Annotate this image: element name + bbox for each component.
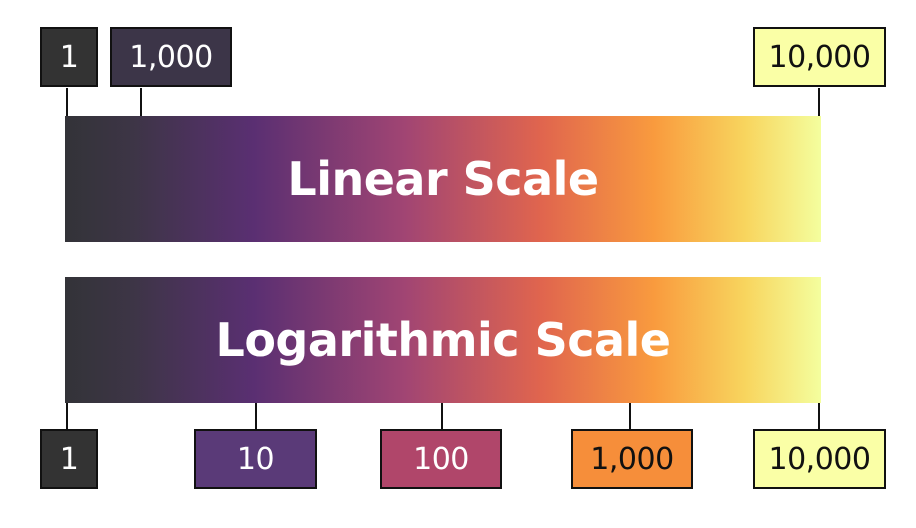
log-tick-10000 <box>818 403 820 429</box>
logarithmic-scale-bar: Logarithmic Scale <box>65 277 821 403</box>
log-label-10000: 10,000 <box>753 429 886 489</box>
log-label-1000: 1,000 <box>571 429 693 489</box>
linear-label-1000: 1,000 <box>110 27 232 87</box>
log-tick-10 <box>255 403 257 429</box>
logarithmic-scale-title: Logarithmic Scale <box>215 313 671 367</box>
log-label-10: 10 <box>194 429 317 489</box>
linear-tick-1000 <box>140 88 142 116</box>
linear-tick-1 <box>66 88 68 116</box>
log-label-1: 1 <box>40 429 98 489</box>
log-tick-1000 <box>629 403 631 429</box>
linear-tick-10000 <box>818 88 820 116</box>
linear-label-10000: 10,000 <box>753 27 886 87</box>
linear-scale-bar: Linear Scale <box>65 116 821 242</box>
log-tick-1 <box>66 403 68 429</box>
linear-label-1: 1 <box>40 27 98 87</box>
log-label-100: 100 <box>380 429 502 489</box>
log-tick-100 <box>441 403 443 429</box>
linear-scale-title: Linear Scale <box>287 152 599 206</box>
